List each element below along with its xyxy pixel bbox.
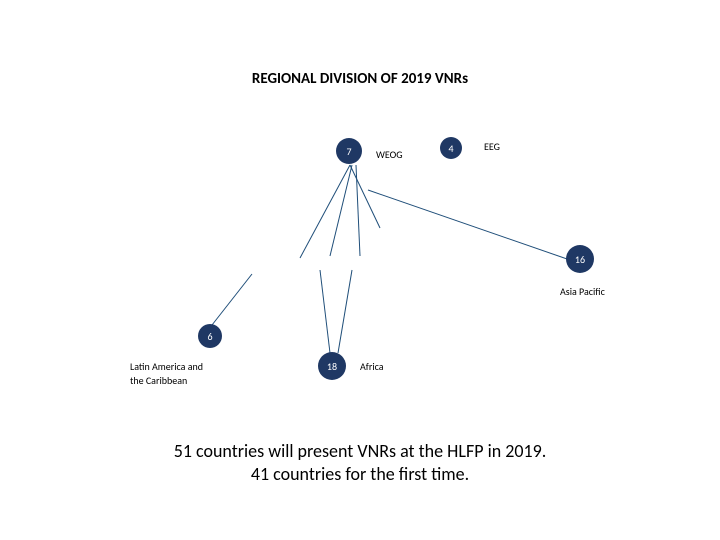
bubble-asia: 16	[566, 245, 594, 273]
label-lac-line2: the Caribbean	[130, 374, 187, 387]
bubble-africa: 18	[318, 352, 346, 380]
footer-text: 51 countries will present VNRs at the HL…	[0, 440, 720, 485]
bubble-asia-value: 16	[575, 253, 585, 266]
label-weog: WEOG	[376, 148, 403, 161]
label-lac-line1: Latin America and	[130, 360, 203, 373]
chart-title: REGIONAL DIVISION OF 2019 VNRs	[0, 70, 720, 88]
bubble-lac: 6	[198, 324, 222, 348]
label-eeg: EEG	[484, 140, 500, 153]
bubble-weog: 7	[336, 138, 362, 164]
label-africa: Africa	[360, 360, 384, 373]
footer-line2: 41 countries for the first time.	[251, 463, 469, 485]
footer-line1: 51 countries will present VNRs at the HL…	[174, 440, 547, 462]
bubble-africa-value: 18	[327, 360, 337, 373]
bubble-lac-value: 6	[207, 330, 212, 343]
bubble-eeg: 4	[440, 137, 462, 159]
bubble-weog-value: 7	[346, 145, 351, 158]
bubble-eeg-value: 4	[448, 142, 453, 155]
label-asia: Asia Pacific	[560, 285, 605, 298]
chart-canvas: REGIONAL DIVISION OF 2019 VNRs 7 WEOG 4 …	[0, 0, 720, 540]
